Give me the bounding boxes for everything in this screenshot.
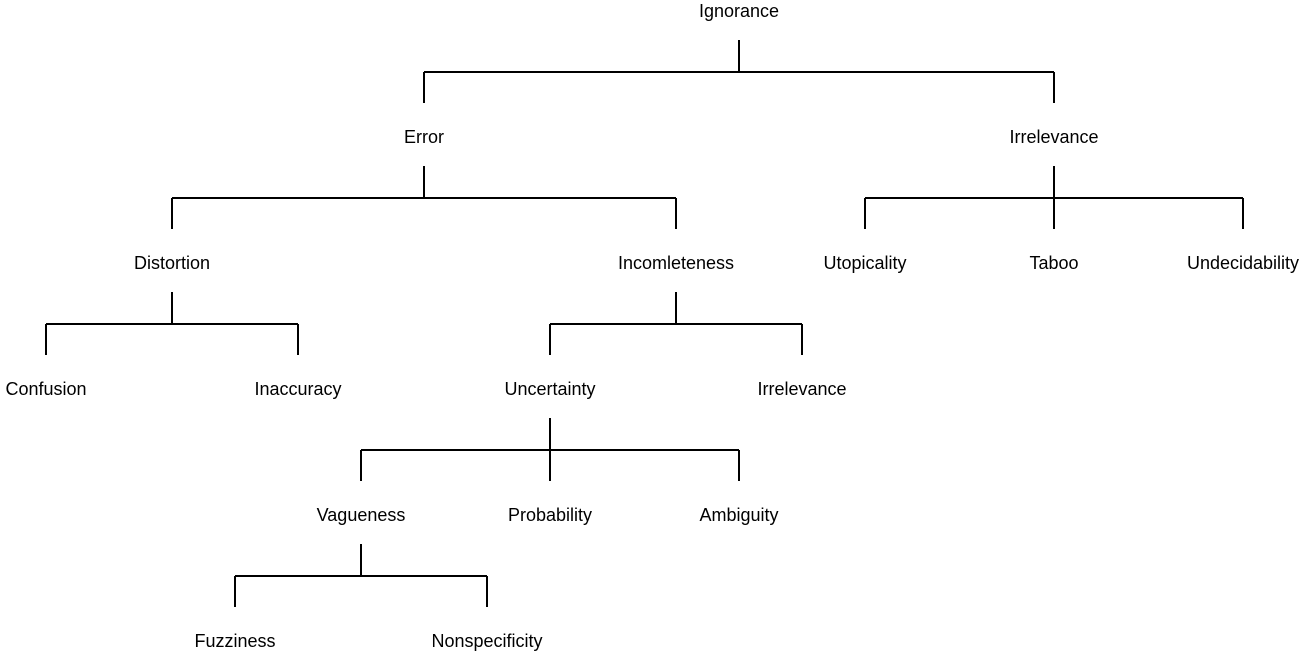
connector-ignorance: [423, 40, 1055, 103]
node-taboo: Taboo: [1029, 253, 1078, 273]
connector-incompleteness: [549, 292, 803, 355]
node-undecidability: Undecidability: [1187, 253, 1299, 273]
node-ambiguity: Ambiguity: [699, 505, 778, 525]
connector-distortion: [45, 292, 299, 355]
node-vagueness: Vagueness: [317, 505, 406, 525]
node-probability: Probability: [508, 505, 592, 525]
node-ignorance: Ignorance: [699, 1, 779, 21]
node-confusion: Confusion: [5, 379, 86, 399]
connector-uncertainty: [360, 418, 740, 481]
node-distortion: Distortion: [134, 253, 210, 273]
node-fuzziness: Fuzziness: [194, 631, 275, 651]
node-nonspecificity: Nonspecificity: [431, 631, 542, 651]
connector-vagueness: [234, 544, 488, 607]
node-utopicality: Utopicality: [823, 253, 906, 273]
connector-irrelevance: [864, 166, 1244, 229]
node-irrelevance: Irrelevance: [1009, 127, 1098, 147]
node-incompleteness: Incomleteness: [618, 253, 734, 273]
connector-error: [171, 166, 677, 229]
node-error: Error: [404, 127, 444, 147]
node-inaccuracy: Inaccuracy: [254, 379, 341, 399]
node-uncertainty: Uncertainty: [504, 379, 595, 399]
node-incompleteness-irrelevance: Irrelevance: [757, 379, 846, 399]
